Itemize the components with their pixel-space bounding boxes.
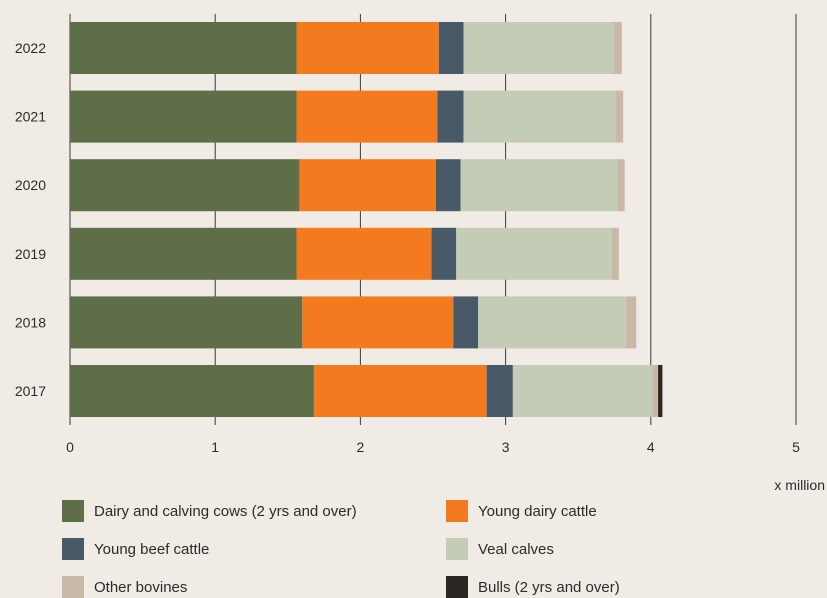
bar-segment <box>299 159 436 212</box>
bar-segment <box>70 22 297 74</box>
legend-item: Other bovines <box>62 576 446 598</box>
y-tick-label: 2020 <box>15 177 46 193</box>
bar-segment <box>453 296 479 349</box>
bar-segment <box>614 22 622 74</box>
bar-segment <box>486 365 513 417</box>
bar-segment <box>652 365 659 417</box>
bar-segment <box>611 227 619 280</box>
x-tick-label: 1 <box>211 439 219 455</box>
bar-segment <box>460 159 618 212</box>
bar-segment <box>70 159 300 212</box>
bar-segment <box>437 90 464 143</box>
bar-segment <box>70 227 297 280</box>
legend-label: Young beef cattle <box>94 540 210 558</box>
bar-segment <box>70 296 303 349</box>
legend-swatch <box>62 576 84 598</box>
legend-label: Young dairy cattle <box>478 502 597 520</box>
legend-label: Bulls (2 yrs and over) <box>478 578 620 596</box>
bar-segment <box>296 90 438 143</box>
bar-segment <box>438 22 464 74</box>
bar-segment <box>478 296 627 349</box>
x-tick-label: 0 <box>66 439 74 455</box>
bar-segment <box>70 90 297 143</box>
bar-segment <box>296 22 439 74</box>
y-tick-label: 2019 <box>15 246 46 262</box>
bar-chart: 2022 2021 2020 2019 2018 2017 0 1 2 3 4 5 <box>15 14 800 455</box>
x-tick-label: 3 <box>502 439 510 455</box>
legend-item: Bulls (2 yrs and over) <box>446 576 746 598</box>
legend-label: Dairy and calving cows (2 yrs and over) <box>94 502 357 520</box>
legend-item: Dairy and calving cows (2 yrs and over) <box>62 500 446 522</box>
bar-segment <box>512 365 653 417</box>
legend-swatch <box>62 500 84 522</box>
bar-segment <box>302 296 454 349</box>
legend-item: Young dairy cattle <box>446 500 746 522</box>
legend-item: Veal calves <box>446 538 746 560</box>
bar-segment <box>313 365 487 417</box>
bar-segment <box>456 227 612 280</box>
bar-segment <box>435 159 461 212</box>
x-tick-label: 5 <box>792 439 800 455</box>
legend-label: Other bovines <box>94 578 188 596</box>
legend-swatch <box>446 500 468 522</box>
legend: Dairy and calving cows (2 yrs and over) Y… <box>62 500 762 598</box>
bar-segment <box>617 159 625 212</box>
legend-swatch <box>62 538 84 560</box>
y-tick-label: 2022 <box>15 40 46 56</box>
bar-segment <box>626 296 637 349</box>
x-axis: 0 1 2 3 4 5 <box>66 439 800 455</box>
y-axis: 2022 2021 2020 2019 2018 2017 <box>15 40 46 399</box>
bar-segment <box>615 90 624 143</box>
bars <box>70 22 663 417</box>
y-tick-label: 2017 <box>15 383 46 399</box>
x-axis-unit-label: x million <box>774 477 825 493</box>
y-tick-label: 2021 <box>15 109 46 125</box>
legend-swatch <box>446 576 468 598</box>
bar-segment <box>463 22 615 74</box>
bar-segment <box>658 365 663 417</box>
bar-segment <box>463 90 616 143</box>
x-tick-label: 2 <box>357 439 365 455</box>
gridlines <box>69 14 797 425</box>
x-tick-label: 4 <box>647 439 655 455</box>
legend-swatch <box>446 538 468 560</box>
bar-segment <box>296 227 432 280</box>
legend-item: Young beef cattle <box>62 538 446 560</box>
bar-segment <box>70 365 314 417</box>
bar-segment <box>431 227 457 280</box>
y-tick-label: 2018 <box>15 314 46 330</box>
legend-label: Veal calves <box>478 540 554 558</box>
